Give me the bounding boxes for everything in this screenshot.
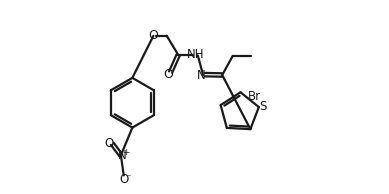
Text: Br: Br (248, 90, 261, 103)
Text: O: O (119, 173, 128, 186)
Text: +: + (123, 148, 130, 157)
Text: N: N (117, 149, 126, 162)
Text: N: N (197, 69, 206, 82)
Text: O: O (149, 29, 158, 42)
Text: O: O (163, 68, 173, 81)
Text: S: S (259, 100, 266, 113)
Text: ⁻: ⁻ (125, 173, 131, 183)
Text: NH: NH (187, 48, 204, 61)
Text: O: O (105, 137, 114, 150)
